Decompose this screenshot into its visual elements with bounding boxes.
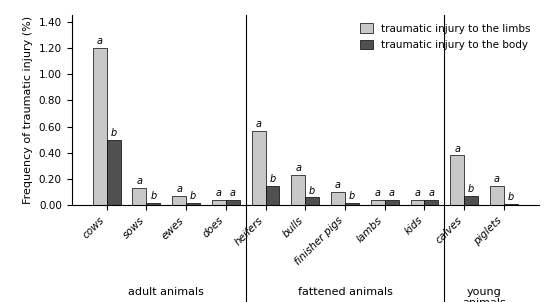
Text: b: b — [111, 128, 117, 138]
Text: a: a — [415, 188, 420, 198]
Bar — [305, 198, 319, 205]
Text: a: a — [375, 188, 381, 198]
Text: a: a — [216, 188, 222, 198]
Text: a: a — [494, 174, 500, 184]
Text: b: b — [190, 191, 196, 201]
Text: a: a — [176, 184, 182, 194]
Bar — [186, 203, 200, 205]
Text: b: b — [309, 185, 315, 195]
Bar — [252, 130, 266, 205]
Text: b: b — [349, 191, 355, 201]
Bar — [345, 203, 359, 205]
Bar — [93, 48, 107, 205]
Text: fattened animals: fattened animals — [298, 287, 392, 297]
Text: b: b — [150, 191, 156, 201]
Bar — [266, 186, 279, 205]
Bar — [425, 200, 438, 205]
Text: adult animals: adult animals — [128, 287, 204, 297]
Text: young
animals: young animals — [462, 287, 506, 302]
Text: b: b — [270, 174, 276, 184]
Bar — [107, 140, 120, 205]
Legend: traumatic injury to the limbs, traumatic injury to the body: traumatic injury to the limbs, traumatic… — [357, 20, 534, 53]
Text: a: a — [335, 180, 341, 190]
Text: b: b — [468, 184, 474, 194]
Text: a: a — [136, 176, 142, 186]
Bar — [410, 200, 425, 205]
Text: a: a — [428, 188, 434, 198]
Text: a: a — [389, 188, 395, 198]
Bar — [450, 156, 464, 205]
Text: a: a — [230, 188, 236, 198]
Bar — [172, 196, 186, 205]
Bar — [504, 204, 518, 205]
Text: b: b — [508, 192, 514, 202]
Text: a: a — [295, 163, 301, 173]
Bar — [146, 203, 160, 205]
Text: a: a — [97, 36, 103, 46]
Bar — [292, 175, 305, 205]
Bar — [331, 192, 345, 205]
Y-axis label: Frequency of traumatic injury (%): Frequency of traumatic injury (%) — [23, 16, 33, 204]
Text: a: a — [256, 119, 262, 129]
Text: a: a — [454, 143, 460, 153]
Bar — [371, 200, 384, 205]
Bar — [212, 200, 226, 205]
Bar — [464, 196, 478, 205]
Bar — [490, 186, 504, 205]
Bar — [226, 200, 240, 205]
Bar — [384, 200, 399, 205]
Bar — [133, 188, 146, 205]
